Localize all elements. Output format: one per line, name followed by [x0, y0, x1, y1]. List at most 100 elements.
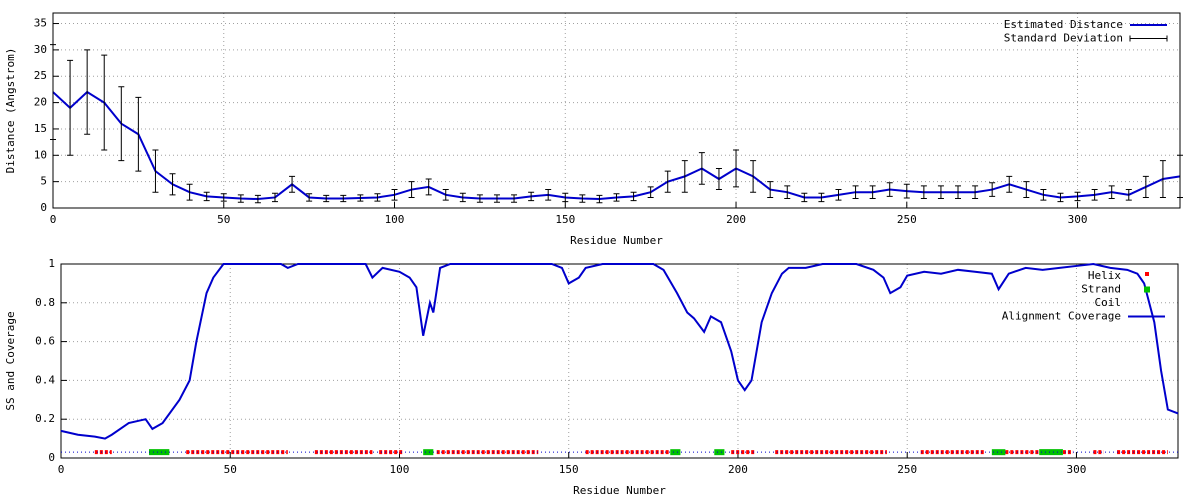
error-bar [801, 192, 808, 203]
data-line [60, 262, 1179, 440]
error-bar [169, 173, 176, 196]
x-tick-label: 200 [726, 213, 746, 226]
error-bar [664, 170, 671, 193]
error-bar [442, 189, 449, 201]
error-bar [1040, 189, 1047, 201]
x-tick-label: 250 [897, 213, 917, 226]
error-bar [562, 192, 569, 203]
error-bar [750, 160, 757, 193]
y-axis-label: Distance (Angstrom) [4, 48, 17, 174]
error-bar [1057, 192, 1064, 203]
error-bar [1177, 154, 1183, 198]
error-bar [545, 189, 552, 201]
error-bar [306, 193, 313, 202]
error-bar [613, 193, 620, 202]
error-bar [374, 193, 381, 202]
legend-label: Alignment Coverage [1002, 310, 1121, 323]
error-bar [784, 185, 791, 200]
error-bar [630, 191, 637, 202]
y-tick-label: 35 [34, 17, 47, 30]
error-bar [937, 185, 944, 200]
y-axis-label: SS and Coverage [4, 311, 17, 410]
error-bar [869, 185, 876, 200]
error-bar [1074, 191, 1081, 202]
legend-label: Strand [1081, 283, 1121, 296]
y-tick-label: 0.2 [35, 412, 55, 425]
y-tick-label: 0 [40, 201, 47, 214]
x-tick-label: 100 [390, 463, 410, 476]
x-tick-label: 250 [897, 463, 917, 476]
y-tick-label: 25 [34, 69, 47, 82]
x-tick-label: 150 [555, 213, 575, 226]
error-bar [1006, 175, 1013, 193]
legend-label: Standard Deviation [1004, 32, 1123, 45]
error-bar [203, 191, 210, 202]
error-bar [920, 185, 927, 200]
y-tick-label: 10 [34, 148, 47, 161]
error-bar [1142, 175, 1149, 198]
legend-swatch [1144, 286, 1150, 293]
error-bar [118, 86, 125, 162]
error-bar [972, 185, 979, 200]
legend-label: Coil [1095, 296, 1122, 309]
error-bar [955, 185, 962, 200]
error-bar [135, 96, 142, 172]
error-bar [323, 194, 330, 203]
error-bar [67, 59, 74, 156]
error-bar [886, 182, 893, 197]
x-tick-label: 50 [224, 463, 237, 476]
x-tick-label: 0 [50, 213, 57, 226]
error-bar [596, 194, 603, 204]
legend-label: Helix [1088, 269, 1121, 282]
y-tick-label: 0.6 [35, 335, 55, 348]
error-bar [340, 194, 347, 203]
error-bar [767, 181, 774, 198]
error-bar [186, 183, 193, 201]
y-tick-label: 5 [40, 175, 47, 188]
error-bar [254, 194, 261, 204]
error-bar [237, 194, 244, 203]
y-tick-label: 30 [34, 43, 47, 56]
x-tick-label: 150 [559, 463, 579, 476]
error-bar [459, 192, 466, 203]
y-tick-label: 0 [48, 451, 55, 464]
error-bar [220, 193, 227, 202]
legend-swatch [1145, 272, 1149, 276]
error-bar [989, 182, 996, 197]
error-bar [493, 194, 500, 203]
error-bar [357, 194, 364, 202]
error-bar [818, 192, 825, 203]
error-bar [511, 194, 518, 203]
error-bar [835, 189, 842, 201]
x-tick-label: 100 [385, 213, 405, 226]
x-tick-label: 300 [1067, 463, 1087, 476]
error-bar [289, 175, 296, 193]
x-axis-label: Residue Number [573, 484, 666, 497]
error-bar [681, 160, 688, 193]
y-tick-label: 20 [34, 96, 47, 109]
error-bar [852, 185, 859, 200]
error-bar [391, 189, 398, 201]
legend-label: Estimated Distance [1004, 18, 1123, 31]
error-bar [903, 183, 910, 199]
error-bar [425, 178, 432, 196]
error-bar [408, 181, 415, 198]
error-bar [1159, 160, 1166, 198]
error-bar [1108, 185, 1115, 200]
error-bar [698, 152, 705, 185]
y-tick-label: 0.4 [35, 373, 55, 386]
x-axis-label: Residue Number [570, 234, 663, 247]
y-tick-label: 15 [34, 122, 47, 135]
error-bar [476, 194, 483, 203]
error-bar [271, 192, 278, 203]
error-bar [101, 54, 108, 151]
error-bar [579, 194, 586, 203]
error-bar [647, 186, 654, 198]
error-bar [152, 149, 159, 193]
error-bar [1125, 189, 1132, 201]
error-bar [715, 167, 722, 191]
y-tick-label: 0.8 [35, 296, 55, 309]
error-bar [1023, 181, 1030, 198]
